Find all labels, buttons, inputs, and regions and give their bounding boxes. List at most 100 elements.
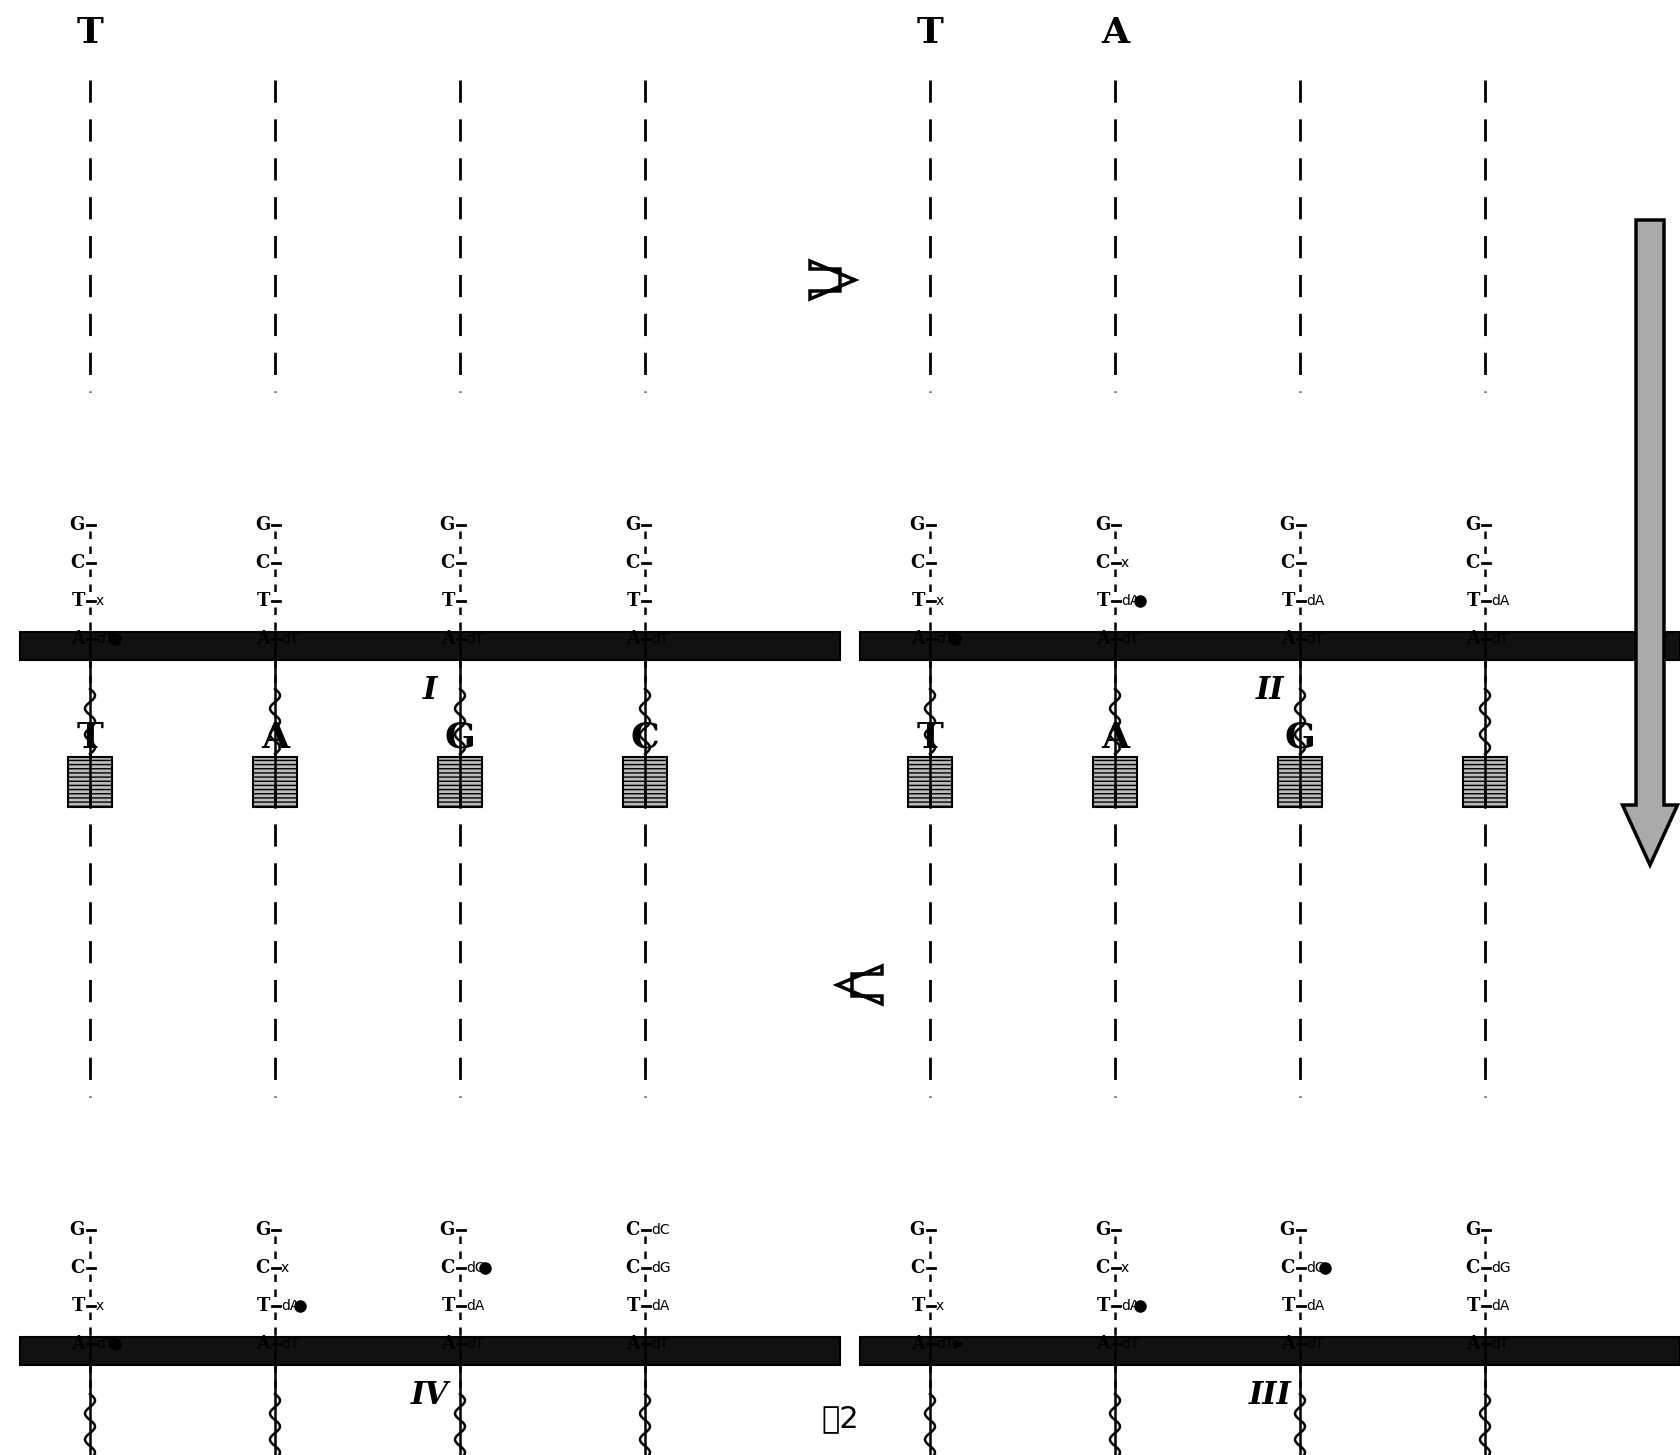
- Text: C: C: [255, 554, 270, 572]
- Text: III: III: [1248, 1379, 1292, 1411]
- Text: T: T: [912, 592, 926, 610]
- Text: G: G: [1465, 517, 1480, 534]
- Text: dG: dG: [465, 1261, 486, 1275]
- Text: x: x: [96, 594, 104, 608]
- Text: dT: dT: [1305, 1337, 1324, 1352]
- Text: C: C: [440, 1259, 455, 1277]
- Text: dT: dT: [936, 631, 953, 646]
- Text: T: T: [627, 592, 640, 610]
- Text: T: T: [1097, 1296, 1110, 1315]
- Text: G: G: [1280, 517, 1295, 534]
- Text: T: T: [72, 592, 86, 610]
- Text: C: C: [625, 554, 640, 572]
- Text: dG: dG: [1305, 1261, 1326, 1275]
- Text: IV: IV: [412, 1379, 449, 1411]
- Text: dA: dA: [1121, 594, 1139, 608]
- Text: C: C: [71, 1259, 86, 1277]
- Text: C: C: [1095, 554, 1110, 572]
- Bar: [67, 757, 113, 808]
- Text: C: C: [630, 722, 659, 755]
- Bar: [1094, 757, 1137, 808]
- Text: x: x: [96, 1299, 104, 1312]
- Text: A: A: [260, 722, 289, 755]
- Text: T: T: [912, 1296, 926, 1315]
- Text: A: A: [911, 630, 926, 647]
- Text: T: T: [917, 16, 944, 49]
- Text: T: T: [1282, 592, 1295, 610]
- Text: dA: dA: [652, 1299, 669, 1312]
- Text: A: A: [255, 630, 270, 647]
- Text: x: x: [936, 1299, 944, 1312]
- Text: dA: dA: [1492, 594, 1509, 608]
- Text: C: C: [1465, 554, 1480, 572]
- Text: G: G: [445, 722, 475, 755]
- Text: A: A: [1100, 16, 1129, 49]
- Bar: [623, 757, 667, 808]
- Polygon shape: [810, 260, 855, 298]
- Text: G: G: [440, 1221, 455, 1240]
- Text: x: x: [1121, 1261, 1129, 1275]
- Text: dG: dG: [652, 1261, 670, 1275]
- Text: dT: dT: [465, 631, 484, 646]
- Text: G: G: [1095, 1221, 1110, 1240]
- Text: G: G: [625, 517, 640, 534]
- Text: T: T: [257, 1296, 270, 1315]
- Polygon shape: [1623, 220, 1678, 866]
- Text: C: C: [625, 1221, 640, 1240]
- Text: A: A: [440, 630, 455, 647]
- Bar: [860, 631, 1680, 661]
- Text: dC: dC: [652, 1224, 670, 1237]
- Text: G: G: [1465, 1221, 1480, 1240]
- Text: dT: dT: [936, 1337, 953, 1352]
- Text: T: T: [442, 1296, 455, 1315]
- Text: dT: dT: [96, 631, 113, 646]
- Text: C: C: [625, 1259, 640, 1277]
- Text: dA: dA: [1305, 1299, 1324, 1312]
- Text: C: C: [255, 1259, 270, 1277]
- Text: dT: dT: [1492, 631, 1509, 646]
- Text: II: II: [1255, 675, 1284, 706]
- Text: T: T: [627, 1296, 640, 1315]
- Text: dT: dT: [652, 1337, 669, 1352]
- Text: C: C: [1280, 1259, 1295, 1277]
- Text: A: A: [911, 1336, 926, 1353]
- Text: C: C: [911, 1259, 926, 1277]
- Text: dA: dA: [1492, 1299, 1509, 1312]
- Bar: [438, 757, 482, 808]
- Text: T: T: [77, 722, 104, 755]
- Text: T: T: [1467, 592, 1480, 610]
- Text: dT: dT: [96, 1337, 113, 1352]
- Text: A: A: [1282, 1336, 1295, 1353]
- Text: T: T: [917, 722, 944, 755]
- Text: T: T: [257, 592, 270, 610]
- Text: G: G: [440, 517, 455, 534]
- Text: A: A: [255, 1336, 270, 1353]
- Text: G: G: [911, 1221, 926, 1240]
- Text: C: C: [1465, 1259, 1480, 1277]
- Text: dT: dT: [1492, 1337, 1509, 1352]
- Bar: [20, 631, 840, 661]
- Text: dG: dG: [1492, 1261, 1510, 1275]
- Text: T: T: [1097, 592, 1110, 610]
- Text: T: T: [1282, 1296, 1295, 1315]
- Text: A: A: [1282, 630, 1295, 647]
- Text: dA: dA: [281, 1299, 299, 1312]
- Text: dT: dT: [652, 631, 669, 646]
- Text: C: C: [71, 554, 86, 572]
- Bar: [907, 757, 953, 808]
- Text: dT: dT: [1121, 1337, 1139, 1352]
- Text: dT: dT: [281, 631, 299, 646]
- Bar: [860, 1337, 1680, 1365]
- Text: dA: dA: [1121, 1299, 1139, 1312]
- Text: G: G: [1285, 722, 1315, 755]
- Text: dA: dA: [465, 1299, 484, 1312]
- Text: G: G: [255, 1221, 270, 1240]
- Text: C: C: [1280, 554, 1295, 572]
- Text: x: x: [936, 594, 944, 608]
- Text: dT: dT: [1121, 631, 1139, 646]
- Text: I: I: [423, 675, 437, 706]
- Text: A: A: [1100, 722, 1129, 755]
- Text: 图2: 图2: [822, 1404, 858, 1433]
- Text: T: T: [77, 16, 104, 49]
- Text: A: A: [1467, 630, 1480, 647]
